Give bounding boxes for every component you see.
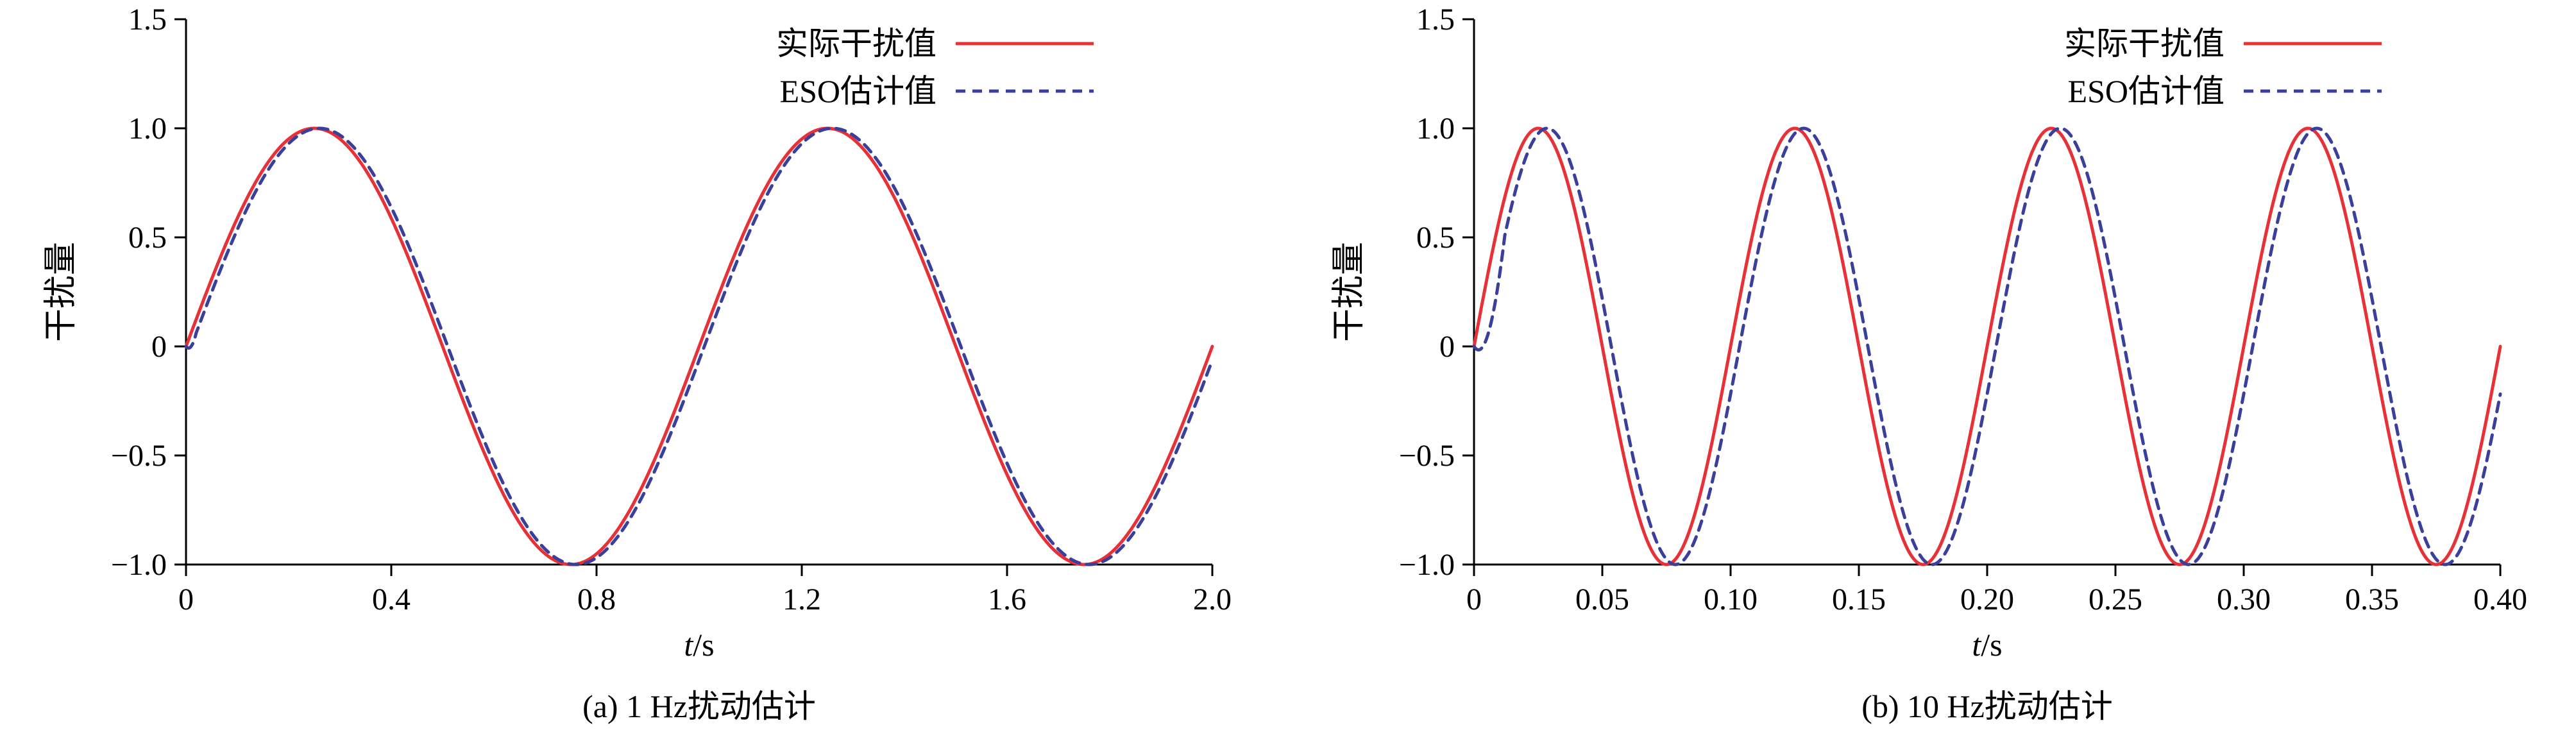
chart-a: 0 0.4 0.8 1.2 1.6 2.0 1.5 1.0 0.5 0 −0.5 −1.0 干扰量 t/s… xyxy=(43,3,1232,724)
y-axis-label: 干扰量 xyxy=(1331,242,1368,342)
x-tick-label: 0.20 xyxy=(1960,582,2014,616)
x-tick-label: 0.40 xyxy=(2473,582,2527,616)
legend-label: ESO估计值 xyxy=(2068,73,2224,109)
y-tick-label: 0 xyxy=(1439,330,1455,364)
y-tick-label: 0.5 xyxy=(128,221,167,255)
x-tick-label: 0.30 xyxy=(2217,582,2271,616)
y-tick-label: 0 xyxy=(151,330,167,364)
y-tick-label: 0.5 xyxy=(1416,221,1455,255)
y-tick-label: 1.5 xyxy=(1416,3,1455,37)
x-tick-label: 0.10 xyxy=(1704,582,1758,616)
panel-b: 0 0.05 0.10 0.15 0.20 0.25 0.30 0.35 0.40 1.5 1.0 0… xyxy=(1288,0,2576,748)
y-tick-label: 1.0 xyxy=(128,112,167,146)
legend-label: 实际干扰值 xyxy=(2064,26,2224,62)
x-tick-label: 0.8 xyxy=(577,582,616,616)
x-axis-label: t/s xyxy=(684,627,714,663)
x-axis-label: t/s xyxy=(1972,627,2002,663)
x-tick-label: 1.2 xyxy=(783,582,821,616)
x-tick-label: 0.15 xyxy=(1832,582,1886,616)
x-tick-label: 0.4 xyxy=(372,582,411,616)
legend-label: 实际干扰值 xyxy=(776,26,936,62)
series-actual-disturbance xyxy=(1472,126,2502,566)
caption: (b) 10 Hz扰动估计 xyxy=(1861,688,2113,724)
x-tick-label: 1.6 xyxy=(988,582,1026,616)
legend-label: ESO估计值 xyxy=(780,73,936,109)
series-actual-disturbance xyxy=(184,126,1214,566)
y-tick-label: −1.0 xyxy=(1399,548,1455,582)
series-eso-estimate xyxy=(184,126,1214,566)
x-tick-label: 0.35 xyxy=(2345,582,2399,616)
y-tick-label: −1.0 xyxy=(111,548,167,582)
series-eso-estimate xyxy=(1472,126,2502,566)
x-tick-label: 0 xyxy=(178,582,194,616)
chart-b: 0 0.05 0.10 0.15 0.20 0.25 0.30 0.35 0.40 1.5 1.0 0… xyxy=(1331,3,2527,724)
y-axis-label: 干扰量 xyxy=(43,242,80,342)
y-tick-label: 1.5 xyxy=(128,3,167,37)
y-tick-label: −0.5 xyxy=(1399,439,1455,473)
x-tick-label: 2.0 xyxy=(1193,582,1232,616)
x-tick-label: 0.05 xyxy=(1575,582,1629,616)
panel-a: 0 0.4 0.8 1.2 1.6 2.0 1.5 1.0 0.5 0 −0.5 −1.0 干扰量 t/s… xyxy=(43,3,1232,724)
y-tick-label: 1.0 xyxy=(1416,112,1455,146)
caption: (a) 1 Hz扰动估计 xyxy=(582,688,816,724)
x-tick-label: 0 xyxy=(1466,582,1482,616)
x-tick-label: 0.25 xyxy=(2089,582,2142,616)
y-tick-label: −0.5 xyxy=(111,439,167,473)
